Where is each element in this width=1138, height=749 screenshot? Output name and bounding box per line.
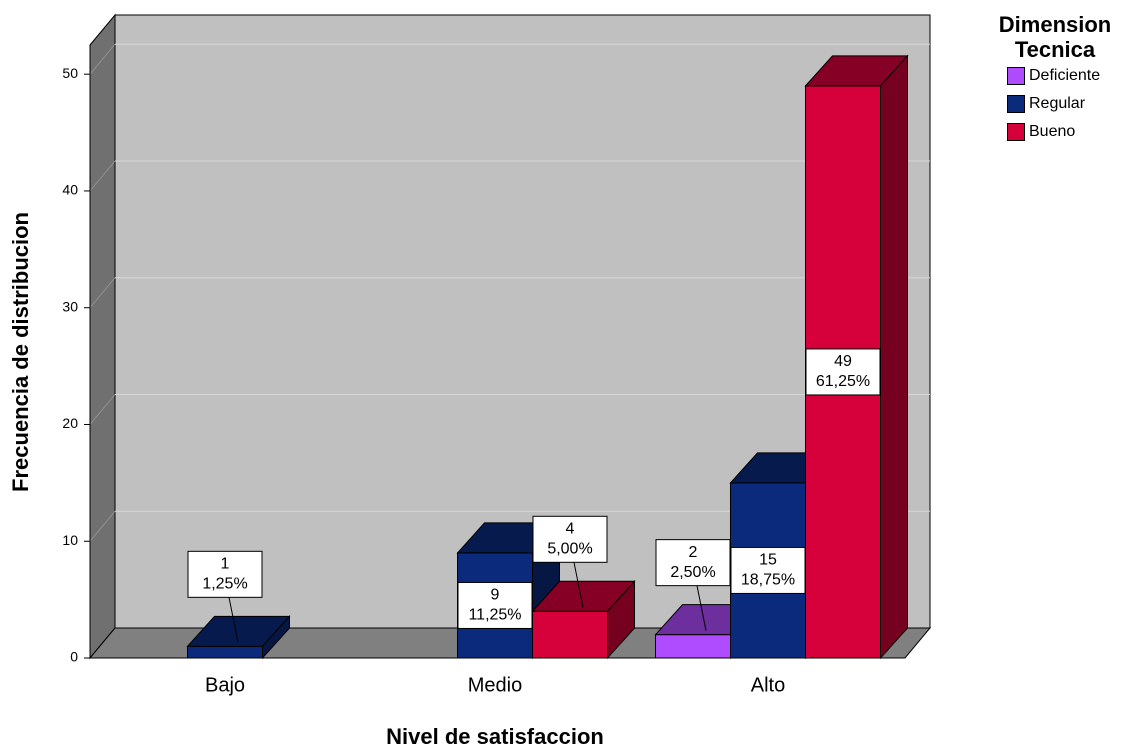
data-label: 49	[834, 353, 852, 370]
x-tick-label: Medio	[468, 674, 522, 696]
bar	[187, 645, 263, 659]
y-tick-label: 10	[62, 532, 78, 548]
legend-swatch	[1007, 123, 1025, 141]
y-tick-label: 30	[62, 298, 78, 314]
y-tick-label: 0	[70, 649, 78, 665]
leader-line	[228, 597, 239, 643]
bar	[532, 610, 608, 659]
y-tick-label: 40	[62, 182, 78, 198]
leader-line	[573, 562, 584, 608]
data-label-box	[655, 539, 731, 587]
legend-swatch	[1007, 95, 1025, 113]
data-label: 1	[221, 556, 230, 573]
grid-line	[89, 160, 116, 192]
left-wall	[89, 13, 116, 660]
data-label: 15	[759, 552, 777, 569]
y-tick-label: 20	[62, 415, 78, 431]
x-axis-title: Nivel de satisfaccion	[386, 724, 604, 749]
grid-line	[89, 394, 116, 425]
y-tick-label: 50	[62, 65, 78, 81]
data-label-box	[730, 546, 806, 594]
x-tick-label: Alto	[751, 674, 785, 696]
data-label-box	[187, 550, 263, 598]
bar	[655, 634, 731, 659]
data-label: 18,75%	[741, 572, 795, 589]
bar-side	[880, 54, 908, 660]
bar-side	[607, 579, 635, 660]
legend-item: Bueno	[1007, 118, 1115, 146]
data-label: 4	[566, 521, 575, 538]
data-label: 1,25%	[202, 576, 247, 593]
legend-label: Bueno	[1029, 123, 1076, 140]
legend-label: Regular	[1029, 95, 1086, 112]
legend-label: Deficiente	[1029, 67, 1101, 84]
data-label: 11,25%	[468, 607, 521, 624]
legend: Dimension Tecnica Deficiente Regular Bueno	[995, 12, 1115, 146]
data-label-box	[532, 515, 608, 563]
data-label: 61,25%	[816, 373, 870, 390]
legend-title: Dimension Tecnica	[998, 12, 1112, 62]
grid-line	[89, 277, 116, 309]
legend-item: Deficiente	[1007, 62, 1115, 90]
y-axis-title: Frecuencia de distribucion	[8, 212, 33, 492]
x-tick-label: Bajo	[205, 674, 245, 696]
data-label-box	[457, 581, 533, 629]
leader-line	[696, 585, 707, 631]
data-label: 2	[689, 544, 698, 561]
grid-line	[89, 510, 116, 542]
bar-side	[262, 615, 290, 660]
legend-swatch	[1007, 67, 1025, 85]
grid-line	[89, 43, 116, 75]
data-label-box	[805, 348, 881, 396]
legend-item: Regular	[1007, 90, 1115, 118]
data-label: 9	[491, 587, 500, 604]
data-label: 5,00%	[547, 541, 592, 558]
data-label: 2,50%	[670, 564, 715, 581]
